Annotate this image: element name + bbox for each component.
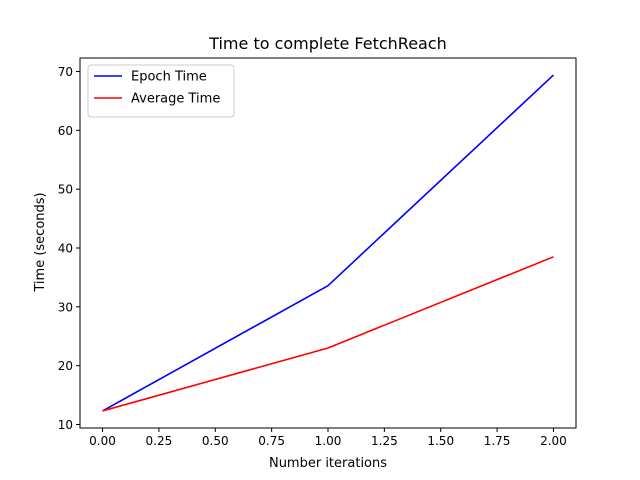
x-tick-label: 1.50 <box>427 434 454 448</box>
ticks-layer: 0.00 0.25 0.50 0.75 1.00 1.25 1.50 1.75 2.00 10 20… <box>58 65 567 448</box>
series-line-epoch-time <box>102 74 554 412</box>
x-tick-label: 2.00 <box>540 434 567 448</box>
y-tick-label: 50 <box>58 183 73 197</box>
y-tick-label: 60 <box>58 124 73 138</box>
y-tick-label: 20 <box>58 359 73 373</box>
x-tick-label: 0.00 <box>89 434 116 448</box>
y-tick-label: 70 <box>58 65 73 79</box>
x-tick-label: 0.50 <box>202 434 229 448</box>
plot-area-frame <box>79 57 577 429</box>
x-tick-label: 1.25 <box>371 434 398 448</box>
x-tick-label: 1.00 <box>315 434 342 448</box>
x-tick-label: 1.75 <box>484 434 511 448</box>
series-line-average-time <box>102 256 554 412</box>
y-tick-label: 30 <box>58 300 73 314</box>
x-tick-label: 0.75 <box>258 434 285 448</box>
legend: Epoch Time Average Time <box>87 64 235 118</box>
y-tick-label: 40 <box>58 242 73 256</box>
legend-frame <box>87 64 235 118</box>
x-tick-label: 0.25 <box>146 434 173 448</box>
series-layer <box>102 74 554 412</box>
legend-label: Epoch Time <box>131 70 207 85</box>
chart-title: Time to complete FetchReach <box>208 34 447 53</box>
y-axis-label: Time (seconds) <box>33 192 48 292</box>
x-axis-label: Number iterations <box>269 456 387 471</box>
legend-label: Average Time <box>131 92 220 107</box>
y-tick-label: 10 <box>58 418 73 432</box>
